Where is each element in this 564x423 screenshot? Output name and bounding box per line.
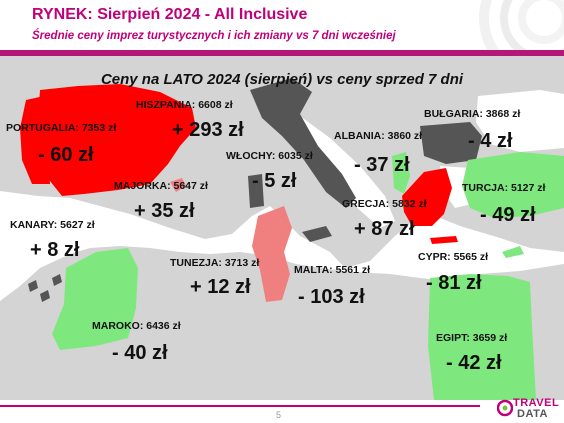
change-turkey: - 49 zł	[480, 204, 536, 226]
italy-shape	[250, 78, 356, 208]
label-egypt: EGIPT: 3659 zł	[436, 332, 508, 344]
sardinia-shape	[248, 174, 264, 208]
black-sea-shape	[476, 90, 564, 152]
label-spain: HISZPANIA: 6608 zł	[136, 99, 233, 111]
label-canary-islands: KANARY: 5627 zł	[10, 219, 95, 231]
label-bulgaria: BUŁGARIA: 3868 zł	[424, 108, 521, 120]
label-tunisia: TUNEZJA: 3713 zł	[170, 257, 260, 269]
change-canary-islands: + 8 zł	[30, 239, 80, 261]
page-number: 5	[276, 410, 282, 420]
tunisia-shape	[252, 206, 292, 302]
page-subtitle: Średnie ceny imprez turystycznych i ich …	[32, 30, 396, 42]
portugal-shape	[20, 96, 50, 184]
change-egypt: - 42 zł	[446, 352, 502, 374]
turkey-shape	[462, 152, 564, 218]
map-title: Ceny na LATO 2024 (sierpień) vs ceny spr…	[100, 71, 464, 88]
change-greece: + 87 zł	[354, 218, 415, 240]
page-title: RYNEK: Sierpień 2024 - All Inclusive	[32, 6, 308, 23]
travel-data-logo-icon	[497, 399, 513, 417]
change-portugal: - 60 zł	[38, 144, 94, 166]
label-greece: GRECJA: 5832 zł	[342, 198, 427, 210]
adriatic-sea-shape	[300, 116, 395, 228]
bulgaria-shape	[420, 122, 482, 164]
label-majorca: MAJORKA: 5647 zł	[114, 180, 208, 192]
decorative-circles-icon	[479, 0, 564, 56]
change-bulgaria: - 4 zł	[468, 130, 513, 152]
label-turkey: TURCJA: 5127 zł	[462, 182, 546, 194]
label-italy: WŁOCHY: 6035 zł	[226, 150, 313, 162]
change-cyprus: - 81 zł	[426, 272, 482, 294]
map: Ceny na LATO 2024 (sierpień) vs ceny spr…	[0, 56, 564, 400]
change-spain: + 293 zł	[172, 119, 244, 141]
change-malta: - 103 zł	[298, 286, 365, 308]
change-tunisia: + 12 zł	[190, 276, 251, 298]
greece-shape	[402, 168, 452, 226]
spain-shape	[38, 84, 196, 196]
logo-text-travel: TRAVEL	[513, 397, 560, 409]
majorca-shape	[170, 178, 186, 192]
label-malta: MALTA: 5561 zł	[294, 264, 371, 276]
egypt-shape	[428, 274, 536, 400]
change-albania: - 37 zł	[354, 154, 410, 176]
travel-data-logo: TRAVEL DATA	[497, 396, 561, 422]
label-albania: ALBANIA: 3860 zł	[334, 130, 423, 142]
morocco-shape	[52, 248, 138, 350]
cyprus-shape	[502, 246, 524, 258]
crete-shape	[430, 236, 458, 244]
sicily-shape	[302, 226, 332, 242]
label-cyprus: CYPR: 5565 zł	[418, 251, 489, 263]
footer-divider	[0, 405, 480, 407]
change-morocco: - 40 zł	[112, 342, 168, 364]
label-morocco: MAROKO: 6436 zł	[92, 320, 181, 332]
logo-text-data: DATA	[517, 408, 548, 420]
canary-islands-shape	[28, 274, 62, 302]
header-divider	[0, 50, 564, 56]
label-portugal: PORTUGALIA: 7353 zł	[6, 122, 117, 134]
albania-shape	[392, 152, 410, 194]
change-majorca: + 35 zł	[134, 200, 195, 222]
change-italy: - 5 zł	[252, 170, 297, 192]
mediterranean-map	[0, 78, 564, 400]
